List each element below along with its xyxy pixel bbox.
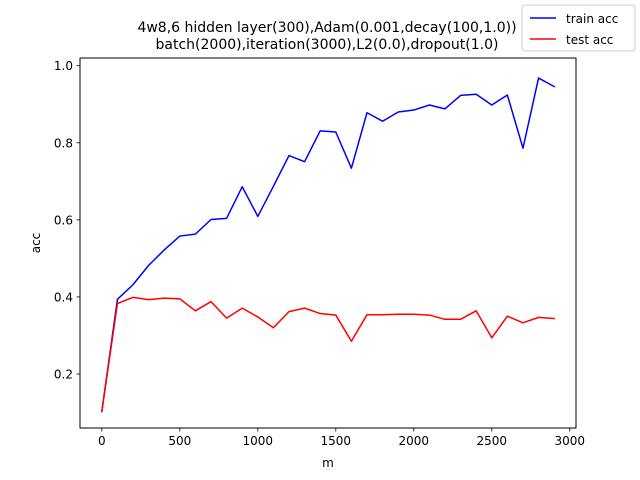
x-tick-label: 1500 <box>321 434 352 448</box>
legend: train acc test acc <box>521 4 636 52</box>
x-tick-label: 0 <box>98 434 106 448</box>
y-tick-label: 0.4 <box>54 290 73 304</box>
x-tick-label: 2500 <box>477 434 508 448</box>
x-tick-label: 2000 <box>399 434 430 448</box>
x-tick-label: 1000 <box>243 434 274 448</box>
series-layer <box>100 77 556 413</box>
y-tick-label: 1.0 <box>54 59 73 73</box>
plot-area-frame <box>79 57 577 429</box>
series-line-test-acc <box>100 296 555 413</box>
y-axis-ticks: 0.2 0.4 0.6 0.8 1.0 <box>54 59 80 382</box>
legend-label-train-acc: train acc <box>566 12 618 26</box>
chart-title: 4w8,6 hidden layer(300),Adam(0.001,decay… <box>137 20 516 36</box>
x-axis-ticks: 0 500 1000 1500 2000 2500 3000 <box>98 428 585 448</box>
y-tick-label: 0.2 <box>54 368 73 382</box>
x-tick-label: 500 <box>168 434 191 448</box>
chart-subtitle: batch(2000),iteration(3000),L2(0.0),drop… <box>156 37 499 53</box>
y-tick-label: 0.8 <box>54 136 73 150</box>
series-line-train-acc <box>100 77 556 413</box>
x-axis-label: m <box>322 456 334 470</box>
x-tick-label: 3000 <box>554 434 585 448</box>
y-axis-label: acc <box>29 233 43 254</box>
y-tick-label: 0.6 <box>54 213 73 227</box>
legend-label-test-acc: test acc <box>566 33 613 47</box>
